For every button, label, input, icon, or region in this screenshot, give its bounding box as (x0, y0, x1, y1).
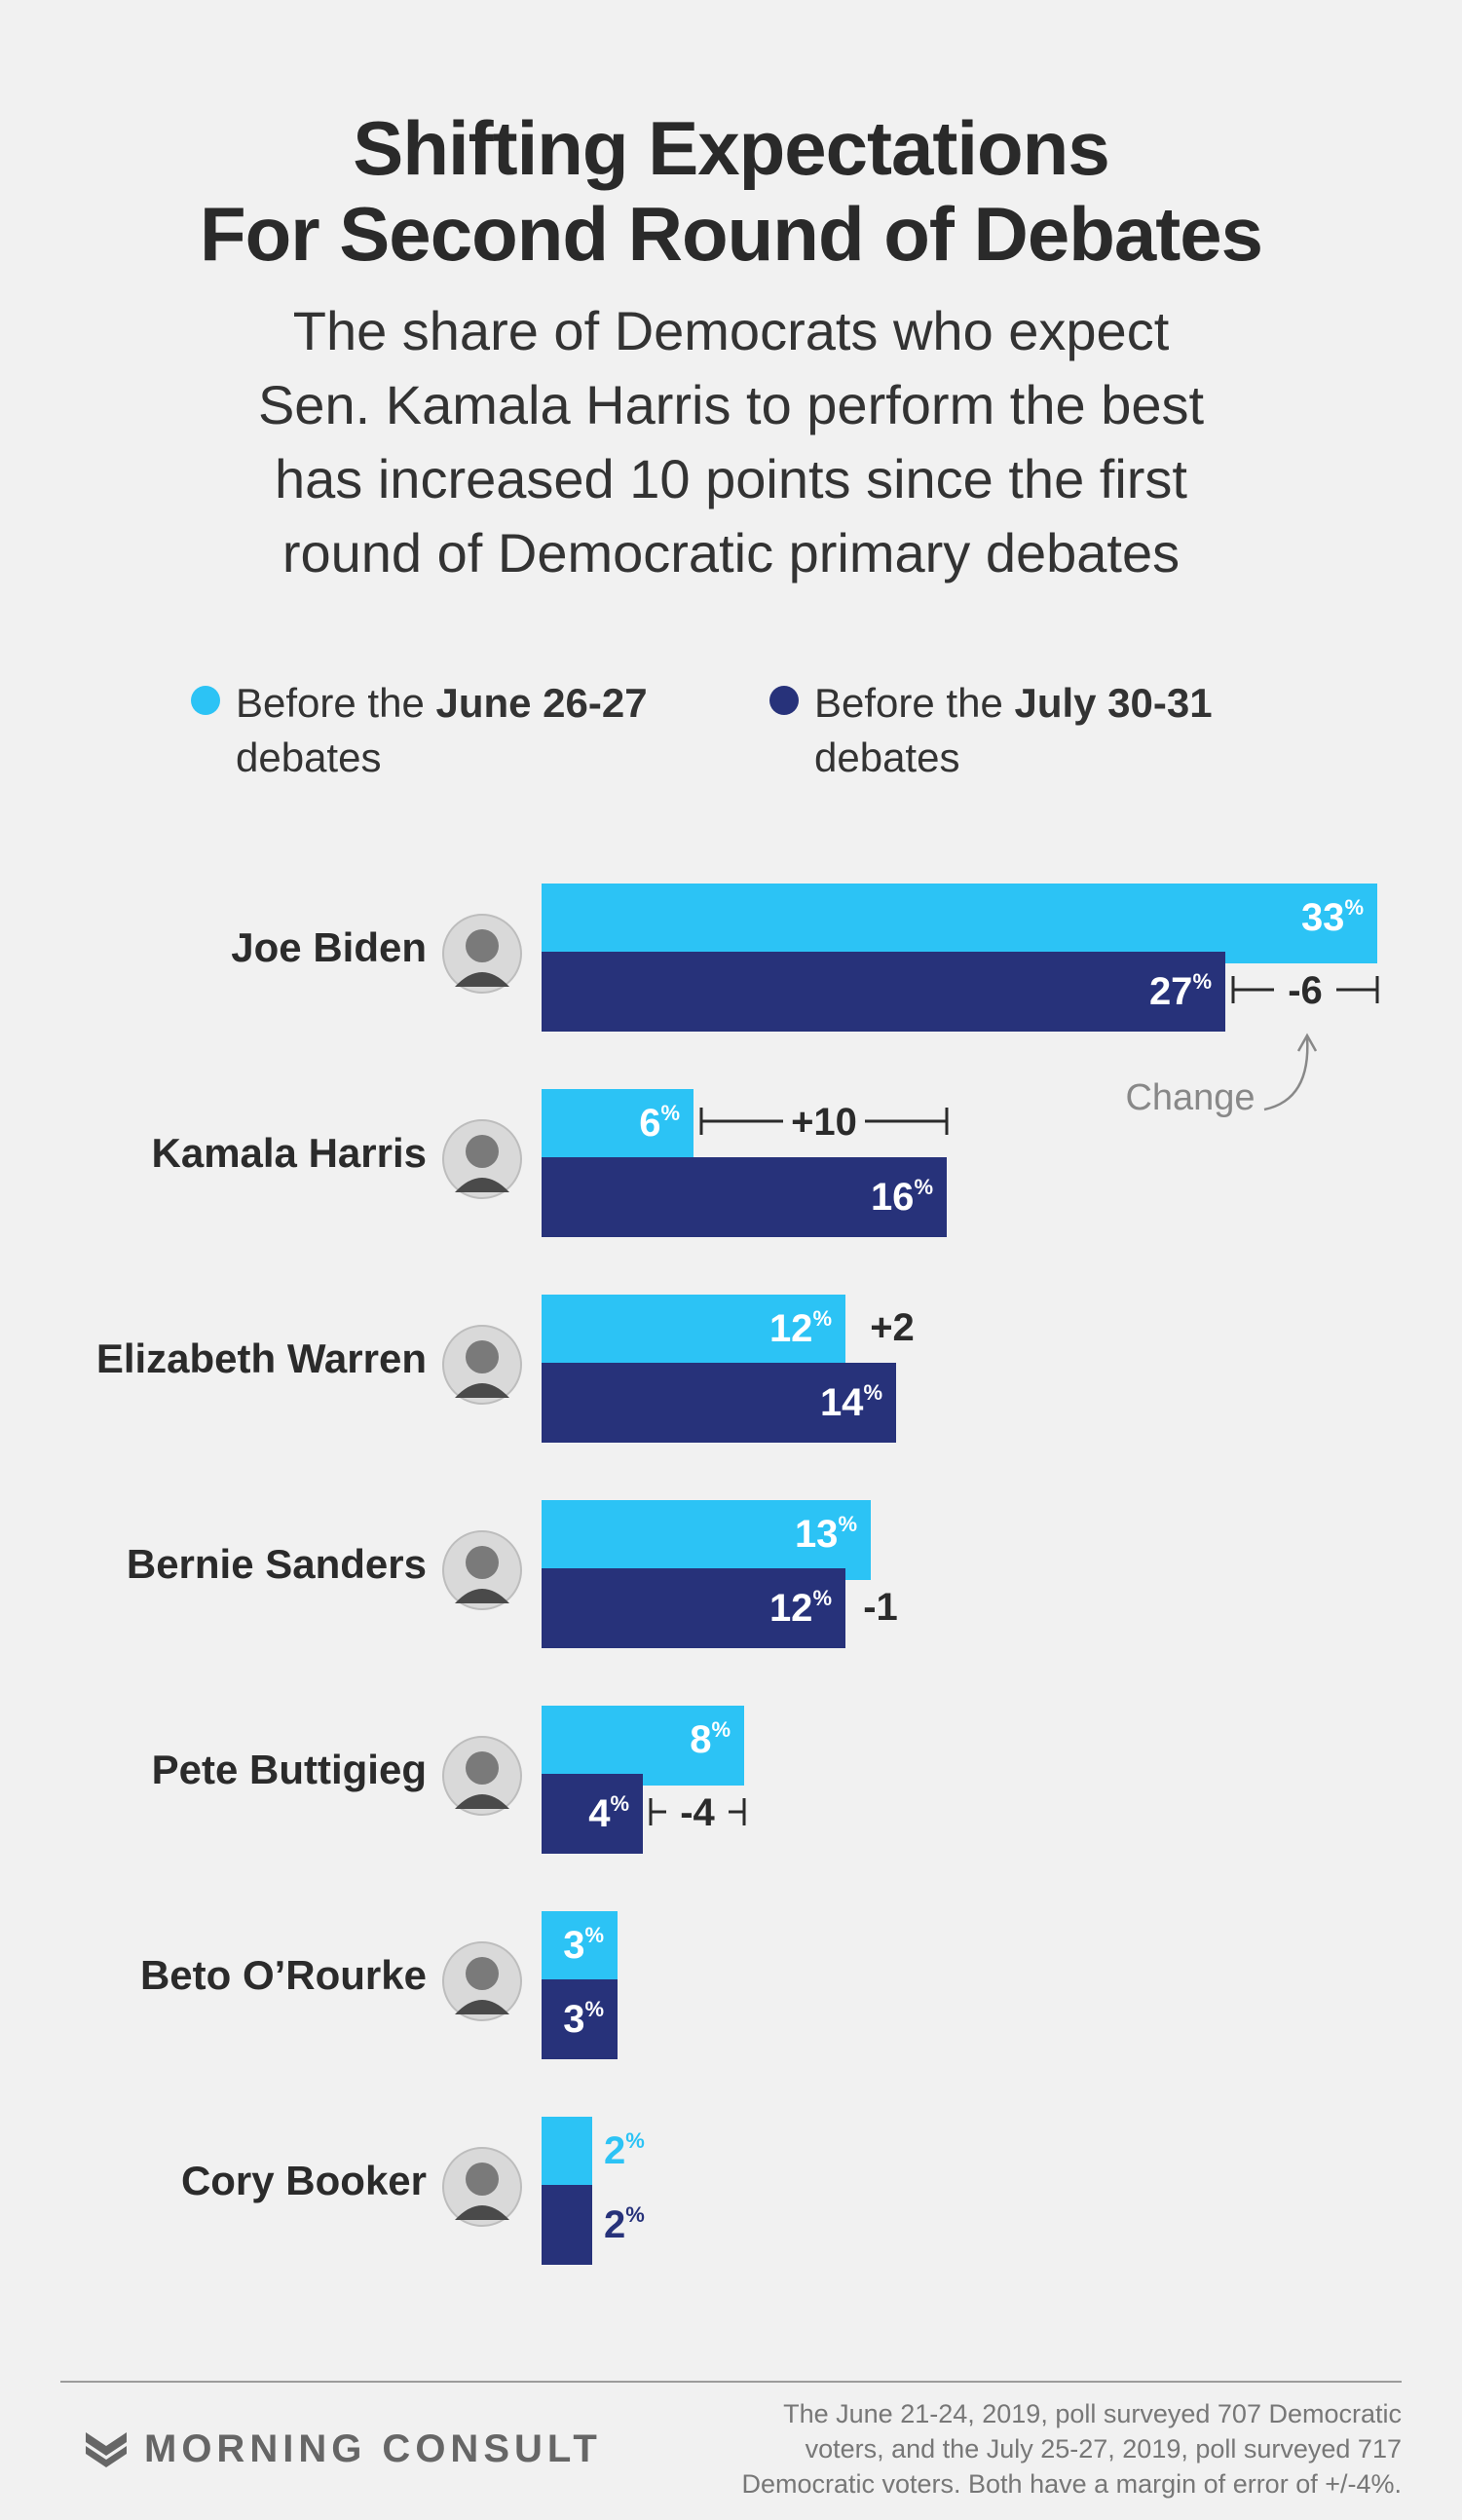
bar-chart: Joe Biden 33% 27% -6 Kamala Harris 6% 16% +10 El… (96, 884, 1379, 2265)
legend-june-suffix: debates (236, 734, 382, 780)
bar-june (542, 884, 1377, 963)
value-label-june: 33% (1301, 895, 1364, 939)
candidate-photo-shoulders (455, 1589, 509, 1603)
legend-swatch-june (191, 686, 220, 715)
candidate-label: Joe Biden (231, 924, 427, 970)
bar-july (542, 1979, 618, 2059)
subtitle-line-3: has increased 10 points since the first (275, 448, 1187, 509)
title-line-2: For Second Round of Debates (199, 191, 1263, 277)
note-line-2: voters, and the July 25-27, 2019, poll s… (805, 2434, 1402, 2464)
candidate-photo-shoulders (455, 2205, 509, 2220)
methodology-note: The June 21-24, 2019, poll surveyed 707 … (700, 2396, 1402, 2501)
bar-july (542, 2185, 592, 2265)
bar-july (542, 1568, 845, 1648)
candidate-label: Cory Booker (181, 2158, 427, 2203)
candidate-label: Beto O’Rourke (140, 1952, 427, 1998)
brand-name: MORNING CONSULT (144, 2427, 602, 2470)
bar-july (542, 1157, 947, 1237)
bar-july (542, 952, 1225, 1032)
bar-june (542, 1500, 871, 1580)
title-line-1: Shifting Expectations (353, 105, 1109, 191)
candidate-photo-shoulders (455, 1794, 509, 1809)
candidate-photo-shoulders (455, 2000, 509, 2014)
value-label-july: 2% (604, 2202, 645, 2246)
footer-divider (60, 2381, 1402, 2383)
subtitle-line-2: Sen. Kamala Harris to perform the best (257, 374, 1205, 435)
candidate-photo-head (466, 1751, 499, 1785)
candidate-photo-head (466, 929, 499, 962)
change-label: -6 (1288, 969, 1323, 1012)
candidate-photo-head (466, 1957, 499, 1990)
candidate-label: Pete Buttigieg (152, 1747, 427, 1792)
candidate-photo-shoulders (455, 1178, 509, 1192)
value-label-july: 16% (871, 1175, 933, 1219)
value-label-july: 14% (820, 1380, 882, 1424)
candidate-photo-shoulders (455, 972, 509, 987)
bar-july (542, 1363, 896, 1443)
change-label: -1 (863, 1586, 898, 1629)
legend-june-date: June 26-27 (435, 680, 648, 726)
change-annotation-arrowhead (1296, 1033, 1318, 1052)
candidate-photo-head (466, 1546, 499, 1579)
change-annotation-arrow (1263, 1036, 1309, 1111)
legend-swatch-july (769, 686, 799, 715)
legend-july-date: July 30-31 (1014, 680, 1213, 726)
value-label-june: 2% (604, 2128, 645, 2172)
legend-item-june: Before the June 26-27 debates (191, 676, 648, 785)
legend-july-prefix: Before the (814, 680, 1015, 726)
chart-subtitle: The share of Democrats who expect Sen. K… (146, 294, 1316, 590)
legend-june-prefix: Before the (236, 680, 436, 726)
change-annotation-label: Change (1125, 1077, 1255, 1118)
value-label-june: 8% (690, 1717, 731, 1761)
bar-june (542, 1911, 618, 1991)
value-label-june: 6% (639, 1101, 680, 1145)
bar-july (542, 1774, 643, 1854)
change-label: -4 (680, 1791, 715, 1834)
value-label-july: 4% (588, 1791, 629, 1835)
value-label-june: 13% (795, 1512, 857, 1556)
change-label: +2 (870, 1306, 915, 1349)
subtitle-line-1: The share of Democrats who expect (292, 300, 1170, 361)
candidate-label: Bernie Sanders (127, 1541, 427, 1587)
candidate-label: Elizabeth Warren (96, 1335, 427, 1381)
candidate-photo-head (466, 2163, 499, 2196)
legend-item-july: Before the July 30-31 debates (769, 676, 1213, 785)
morning-consult-logo-icon (86, 2431, 127, 2467)
subtitle-line-4: round of Democratic primary debates (281, 522, 1181, 583)
change-label: +10 (791, 1101, 857, 1144)
candidate-photo-shoulders (455, 1383, 509, 1398)
note-line-3: Democratic voters. Both have a margin of… (741, 2469, 1402, 2499)
candidate-photo-head (466, 1135, 499, 1168)
candidate-label: Kamala Harris (152, 1130, 428, 1176)
note-line-1: The June 21-24, 2019, poll surveyed 707 … (783, 2399, 1402, 2428)
value-label-july: 3% (563, 1997, 604, 2041)
bar-june (542, 1089, 694, 1169)
value-label-june: 3% (563, 1923, 604, 1967)
bar-june (542, 1295, 845, 1374)
value-label-june: 12% (769, 1306, 832, 1350)
legend-july-suffix: debates (814, 734, 960, 780)
brand-logo: MORNING CONSULT (86, 2427, 602, 2471)
candidate-photo-head (466, 1340, 499, 1373)
value-label-july: 12% (769, 1586, 832, 1630)
bar-june (542, 1706, 744, 1786)
value-label-july: 27% (1149, 969, 1212, 1013)
chart-title: Shifting Expectations For Second Round o… (0, 105, 1462, 277)
bar-june (542, 2117, 592, 2197)
